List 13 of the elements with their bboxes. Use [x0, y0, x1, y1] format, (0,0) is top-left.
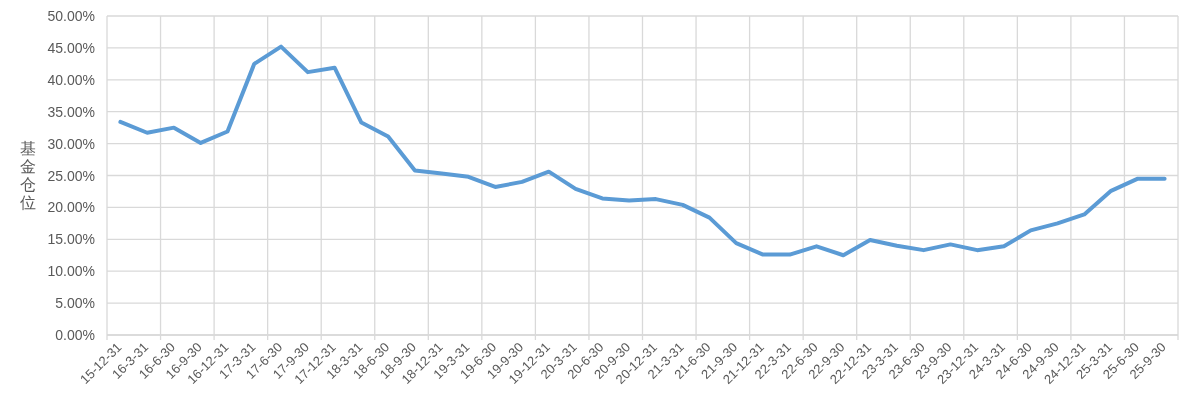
- y-tick-label: 20.00%: [47, 199, 95, 216]
- y-tick-label: 50.00%: [47, 8, 95, 24]
- y-tick-label: 45.00%: [47, 39, 95, 56]
- y-tick-label: 0.00%: [55, 327, 95, 343]
- y-tick-label: 15.00%: [47, 231, 95, 248]
- y-tick-label: 25.00%: [47, 167, 95, 184]
- y-axis-title: 基金仓位: [20, 139, 36, 212]
- y-tick-label: 10.00%: [47, 263, 95, 280]
- y-tick-label: 35.00%: [47, 103, 95, 120]
- y-tick-label: 30.00%: [47, 135, 95, 152]
- y-tick-label: 40.00%: [47, 71, 95, 88]
- y-tick-label: 5.00%: [55, 295, 95, 312]
- line-series: [118, 44, 1167, 258]
